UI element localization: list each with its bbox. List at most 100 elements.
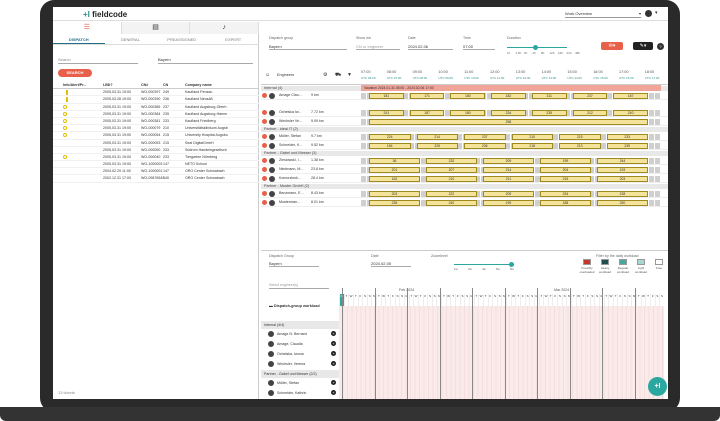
list-icon[interactable]: ☰ [53,22,122,34]
group-header[interactable]: Partner - Gabel und Messer (2/2) [261,370,339,378]
day-cell[interactable]: S [464,294,469,306]
day-cell[interactable]: F [390,294,395,306]
zoom-slider-handle[interactable] [509,262,514,267]
legend-item[interactable]: Possibly overloaded [579,259,595,274]
job-block[interactable]: 193 [597,167,648,173]
day-cell[interactable]: F [552,294,557,306]
add-icon[interactable]: + [331,351,336,356]
day-cell[interactable]: T [603,294,609,306]
search-input[interactable]: Search [58,57,138,64]
avatar[interactable] [269,134,275,140]
day-cell[interactable]: S [594,294,599,306]
day-cell[interactable]: W [575,294,581,306]
day-cell[interactable]: S [626,294,632,306]
day-cell[interactable]: T [547,294,553,306]
job-block[interactable]: 209 [483,158,534,164]
day-cell[interactable]: S [496,294,502,306]
engineer-name[interactable]: Schneider, K... [279,143,303,147]
avatar[interactable] [269,110,275,116]
job-block[interactable]: 225 [416,143,458,149]
day-cell[interactable]: T [450,294,455,306]
table-row[interactable]: 2004.02.29 11:00 WO-1000001 147 ORO Center … [53,168,259,176]
day-cell[interactable]: T [441,294,446,306]
row-checkbox[interactable] [53,132,63,138]
job-block[interactable]: 241 [369,110,404,116]
day-cell[interactable]: F [617,294,622,306]
job-block[interactable]: 218 [511,143,553,149]
day-cell[interactable]: T [482,294,488,306]
job-block[interactable]: 224 [369,134,411,140]
day-cell[interactable]: S [589,294,595,306]
engineer-name[interactable]: Wechsler Ve... [279,119,303,123]
group-header[interactable]: Partner - ideal IT (2) [261,127,668,132]
row-checkbox[interactable] [53,168,63,174]
date-picker[interactable]: 2024.02.06 [408,43,453,50]
engineer-name[interactable]: Schneider, Kathrin [277,391,307,395]
day-cell[interactable]: W [380,294,386,306]
day-cell[interactable]: S [557,294,562,306]
gear-icon[interactable]: ⚙ [323,72,328,78]
avatar[interactable] [269,158,275,164]
job-block[interactable]: 228 [597,191,648,197]
workspace-select[interactable]: Work Overview ▾ [565,11,641,18]
job-block[interactable]: 213 [559,143,601,149]
vacation-banner[interactable]: Vacation 2024.01.31 08:00 - 2024.02.06 1… [361,85,661,91]
day-cell[interactable]: W [478,294,483,306]
avatar[interactable] [269,119,275,125]
day-cell[interactable]: S [529,294,534,306]
day-cell[interactable]: S [622,294,627,306]
day-cell[interactable]: S [362,294,367,306]
chevron-down-icon[interactable]: ▾ [655,10,658,16]
day-cell[interactable]: T [417,294,423,306]
row-checkbox[interactable] [53,161,63,167]
day-cell[interactable]: T [636,294,641,306]
job-block[interactable]: 187 [613,93,648,99]
day-cell[interactable]: S [394,294,400,306]
table-row[interactable]: 2002.12.31 17:00 WO-0987654S 140 ORO Center… [53,175,259,183]
legend-item[interactable]: Light workload [633,259,649,274]
add-icon[interactable]: + [331,390,336,395]
row-checkbox[interactable] [53,125,63,131]
row-checkbox[interactable] [53,147,63,153]
table-row[interactable]: 2005,03.31 19:00 WO-000384 235 Kaufland Aug… [53,111,259,118]
dispatch-group-select[interactable]: Bayern [269,43,347,50]
day-cell[interactable]: T [473,294,479,306]
tab-general[interactable]: GENERAL [120,37,140,42]
day-cell[interactable]: W [640,294,646,306]
job-block[interactable]: 237 [572,93,608,99]
tab-expert[interactable]: EXPERT [225,37,242,42]
avatar[interactable] [268,380,274,386]
day-cell[interactable]: S [399,294,404,306]
day-cell[interactable]: M [339,294,344,306]
avatar[interactable] [269,200,275,206]
day-cell[interactable]: W [543,294,548,306]
day-cell[interactable]: S [561,294,567,306]
job-block[interactable]: 236 [464,143,506,149]
filter-icon[interactable]: ▼ [347,72,352,78]
day-cell[interactable]: S [524,294,530,306]
select-engineers-input[interactable]: Select engineer(s) [269,282,329,289]
job-block[interactable]: 210 [511,134,553,140]
user-avatar[interactable] [645,10,652,17]
engineer-name[interactable]: Zieslowski, I... [279,158,302,162]
table-row[interactable]: 2005,03.31 19:00 WO-000079 210 Universitäts… [53,125,259,133]
job-block[interactable]: 171 [409,93,445,99]
day-cell[interactable]: S [659,294,664,306]
engineer-name[interactable]: Komorzinsk... [279,176,301,180]
day-cell[interactable]: T [515,294,520,306]
day-cell[interactable]: T [645,294,650,306]
legend-item[interactable]: Free [651,259,667,270]
job-block[interactable]: 233 [606,134,648,140]
time-select[interactable]: 07:00 [463,43,495,50]
engineer-name[interactable]: Müller, Stefan [279,134,301,138]
bell-icon[interactable]: ♪ [190,22,260,34]
job-block[interactable]: 180 [450,93,486,99]
job-block[interactable]: 244 [597,158,648,164]
day-cell[interactable]: W [445,294,451,306]
engineer-name[interactable]: Amage, Claudia [277,342,303,346]
zoom-slider[interactable] [454,264,514,265]
add-icon[interactable]: + [331,341,336,346]
engineer-name[interactable]: Ochelska Iw... [279,110,302,114]
day-cell[interactable]: T [343,294,349,306]
avatar[interactable] [268,341,274,347]
